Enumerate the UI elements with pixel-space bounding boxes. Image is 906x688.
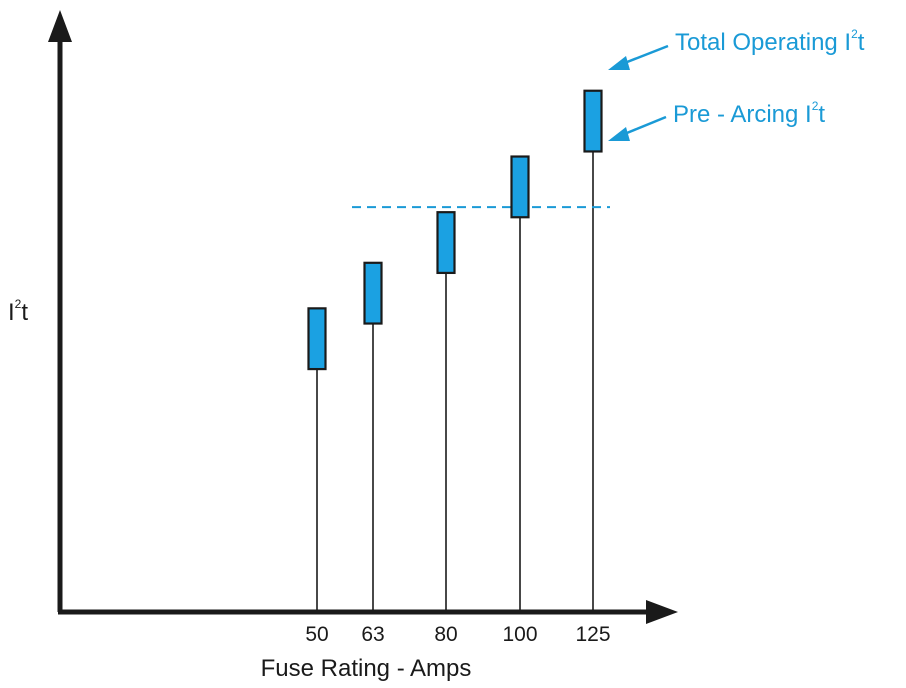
bar-50 [307, 307, 327, 371]
axes [48, 10, 678, 624]
bar-80 [436, 211, 456, 275]
bar-100 [510, 155, 530, 219]
annotation-pre-label: Pre - Arcing I2t [673, 99, 825, 128]
y-axis-title-base: I [8, 299, 15, 326]
annotation-pre-arrowhead-icon [608, 127, 630, 141]
y-axis-title-suffix: t [21, 299, 28, 326]
x-tick-label-100: 100 [502, 623, 537, 646]
bar-125 [583, 89, 603, 153]
bar-63 [363, 261, 383, 325]
annotation-pre-suffix: t [818, 101, 825, 128]
x-tick-label-50: 50 [305, 623, 328, 646]
annotation-total-label: Total Operating I2t [675, 27, 865, 56]
x-tick-labels: 50 63 80 100 125 [305, 623, 610, 646]
y-axis-title: I2t [8, 297, 28, 326]
annotation-total-arrowhead-icon [608, 56, 630, 70]
annotation-total-arrow-line [621, 44, 669, 66]
x-tick-label-63: 63 [361, 623, 384, 646]
stems [316, 151, 594, 612]
annotation-total-text: Total Operating I [675, 29, 851, 56]
annotation-pre-arcing: Pre - Arcing I2t [608, 99, 825, 141]
annotation-pre-sup: 2 [812, 99, 819, 113]
x-tick-label-80: 80 [434, 623, 457, 646]
x-axis-arrow-icon [646, 600, 678, 624]
annotation-total-suffix: t [858, 29, 865, 56]
y-axis-arrow-icon [48, 10, 72, 42]
annotation-total-operating: Total Operating I2t [608, 27, 865, 70]
y-axis-title-sup: 2 [15, 297, 22, 311]
x-axis-title: Fuse Rating - Amps [261, 655, 472, 682]
annotation-pre-text: Pre - Arcing I [673, 101, 812, 128]
annotation-total-sup: 2 [851, 27, 858, 41]
annotation-pre-arrow-line [621, 115, 667, 137]
bars [307, 89, 603, 371]
x-tick-label-125: 125 [575, 623, 610, 646]
